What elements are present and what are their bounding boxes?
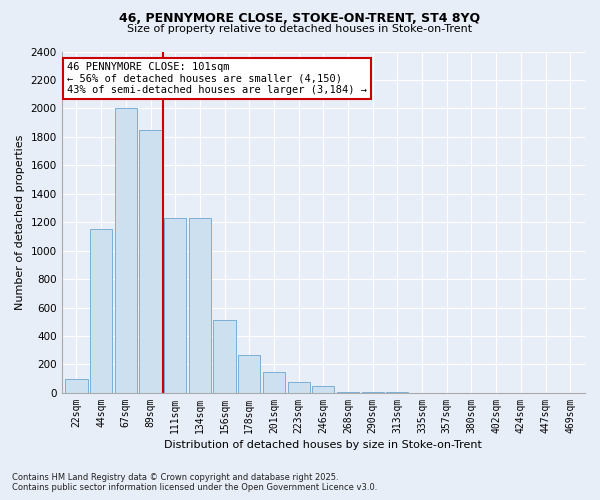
Bar xyxy=(139,130,161,393)
Text: 46, PENNYMORE CLOSE, STOKE-ON-TRENT, ST4 8YQ: 46, PENNYMORE CLOSE, STOKE-ON-TRENT, ST4… xyxy=(119,12,481,26)
Bar xyxy=(164,218,187,393)
Bar xyxy=(287,382,310,393)
Text: Size of property relative to detached houses in Stoke-on-Trent: Size of property relative to detached ho… xyxy=(127,24,473,34)
Text: Contains HM Land Registry data © Crown copyright and database right 2025.
Contai: Contains HM Land Registry data © Crown c… xyxy=(12,473,377,492)
Bar xyxy=(312,386,334,393)
Bar xyxy=(263,372,285,393)
Y-axis label: Number of detached properties: Number of detached properties xyxy=(15,134,25,310)
Bar xyxy=(65,378,88,393)
Bar xyxy=(90,230,112,393)
Bar xyxy=(189,218,211,393)
Bar xyxy=(238,354,260,393)
Bar xyxy=(362,392,384,393)
Bar xyxy=(214,320,236,393)
Bar xyxy=(337,392,359,393)
Bar xyxy=(386,392,409,393)
Text: 46 PENNYMORE CLOSE: 101sqm
← 56% of detached houses are smaller (4,150)
43% of s: 46 PENNYMORE CLOSE: 101sqm ← 56% of deta… xyxy=(67,62,367,95)
Bar xyxy=(115,108,137,393)
X-axis label: Distribution of detached houses by size in Stoke-on-Trent: Distribution of detached houses by size … xyxy=(164,440,482,450)
